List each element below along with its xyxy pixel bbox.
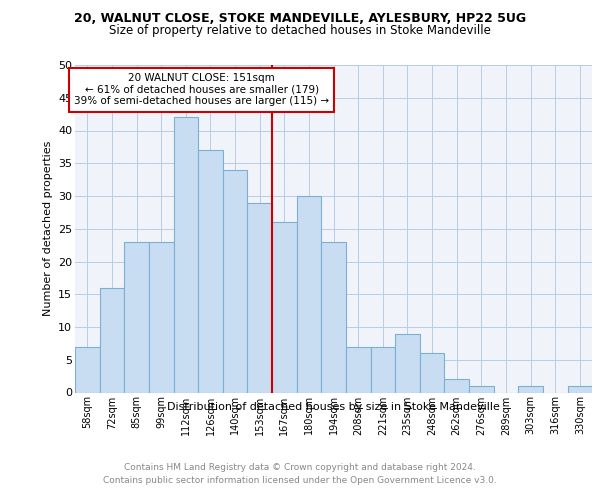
Bar [568,386,592,392]
Text: 20, WALNUT CLOSE, STOKE MANDEVILLE, AYLESBURY, HP22 5UG: 20, WALNUT CLOSE, STOKE MANDEVILLE, AYLE… [74,12,526,24]
Bar [395,334,420,392]
Bar [296,196,321,392]
Bar [272,222,296,392]
Bar [371,346,395,393]
Bar [75,346,100,393]
Bar [198,150,223,392]
Bar [247,202,272,392]
Bar [149,242,173,392]
Bar [346,346,371,393]
Y-axis label: Number of detached properties: Number of detached properties [43,141,53,316]
Bar [321,242,346,392]
Text: Contains public sector information licensed under the Open Government Licence v3: Contains public sector information licen… [103,476,497,485]
Bar [124,242,149,392]
Bar [100,288,124,393]
Bar [173,118,198,392]
Bar [420,353,445,393]
Text: Contains HM Land Registry data © Crown copyright and database right 2024.: Contains HM Land Registry data © Crown c… [124,462,476,471]
Bar [518,386,543,392]
Bar [445,380,469,392]
Text: 20 WALNUT CLOSE: 151sqm
← 61% of detached houses are smaller (179)
39% of semi-d: 20 WALNUT CLOSE: 151sqm ← 61% of detache… [74,73,329,106]
Bar [223,170,247,392]
Text: Size of property relative to detached houses in Stoke Mandeville: Size of property relative to detached ho… [109,24,491,37]
Bar [469,386,494,392]
Text: Distribution of detached houses by size in Stoke Mandeville: Distribution of detached houses by size … [167,402,500,412]
